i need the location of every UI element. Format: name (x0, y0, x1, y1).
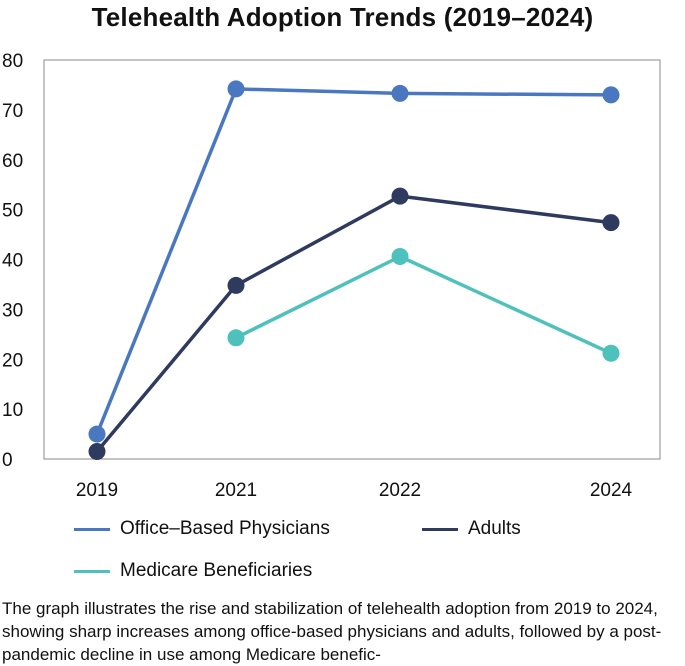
legend-item-office-based-physicians: Office–Based Physicians (74, 518, 330, 540)
series-line (95, 87, 612, 435)
y-tick-label: 0 (2, 450, 13, 471)
data-point (391, 84, 409, 102)
y-tick-label: 40 (2, 251, 23, 272)
chart-title: Telehealth Adoption Trends (2019–2024) (91, 2, 594, 32)
series-office-based-physicians (88, 80, 620, 443)
data-point (88, 425, 106, 443)
x-tick-label: 2021 (215, 480, 257, 500)
legend-label: Adults (468, 518, 521, 539)
legend-item-adults: Adults (422, 518, 521, 540)
data-point (391, 187, 409, 205)
data-point (227, 80, 245, 98)
x-tick-label: 2019 (76, 480, 118, 500)
data-point (602, 344, 620, 362)
tick-labels: 0 10 20 30 40 50 60 70 80 2019 2021 2022 2024 (2, 51, 633, 500)
chart-axes (43, 59, 661, 460)
chart-caption: The graph illustrates the rise and stabi… (2, 599, 662, 664)
plot-frame (43, 59, 661, 460)
series-medicare-beneficiaries (227, 248, 620, 362)
y-tick-label: 80 (2, 51, 23, 72)
y-tick-label: 50 (2, 201, 23, 222)
line-chart: 0 10 20 30 40 50 60 70 80 2019 2021 2022 2024 (2, 51, 661, 500)
series-line (235, 254, 612, 355)
data-point (391, 248, 409, 266)
legend-swatch (422, 527, 458, 531)
legend-swatch (74, 527, 110, 531)
legend-label: Medicare Beneficiaries (120, 560, 313, 581)
legend-item-medicare-beneficiaries: Medicare Beneficiaries (74, 560, 312, 582)
series-line (95, 194, 612, 453)
y-tick-label: 70 (2, 101, 23, 122)
series-layer (88, 80, 620, 461)
data-point (602, 86, 620, 104)
y-tick-label: 10 (2, 400, 23, 421)
y-tick-label: 20 (2, 350, 23, 371)
x-tick-label: 2024 (590, 480, 633, 500)
data-point (602, 214, 620, 232)
y-tick-label: 30 (2, 300, 23, 321)
data-point (227, 329, 245, 347)
x-tick-label: 2022 (379, 480, 421, 500)
legend-swatch (74, 569, 110, 573)
data-point (227, 276, 245, 294)
legend-label: Office–Based Physicians (120, 518, 330, 539)
series-adults (88, 187, 620, 461)
y-tick-label: 60 (2, 151, 23, 172)
data-point (88, 443, 106, 461)
